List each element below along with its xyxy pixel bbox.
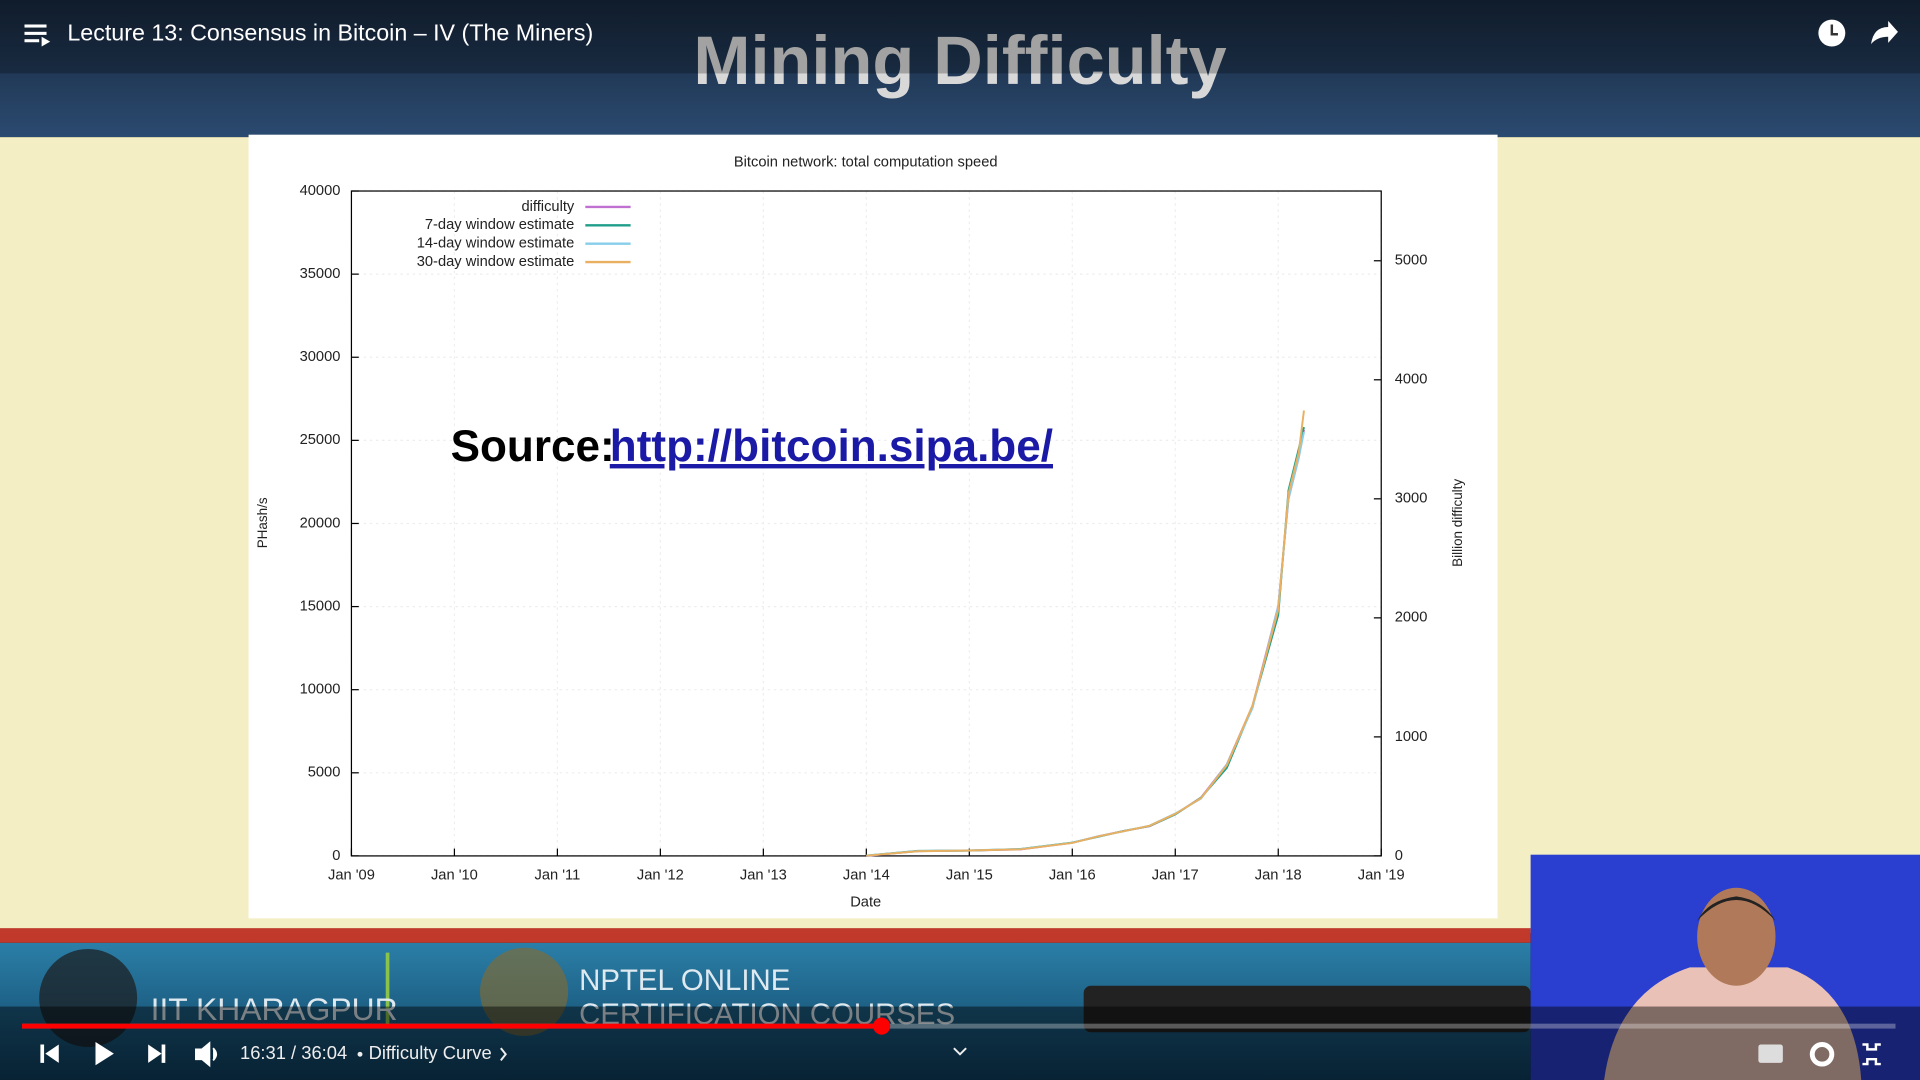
watch-later-icon[interactable]	[1818, 19, 1846, 47]
x-tick-label: Jan '19	[1358, 867, 1405, 883]
next-button[interactable]	[148, 1044, 166, 1063]
y2-tick-label: 0	[1395, 848, 1403, 864]
y-tick-label: 35000	[300, 266, 341, 282]
y2-tick-label: 4000	[1395, 372, 1428, 388]
y-tick-label: 30000	[300, 349, 341, 365]
banner-divider	[385, 952, 390, 1027]
source-link[interactable]: http://bitcoin.sipa.be/	[610, 422, 1053, 471]
progress-track[interactable]	[22, 1023, 1896, 1029]
x-tick-label: Jan '17	[1152, 867, 1199, 883]
nptel-logo	[480, 947, 569, 1036]
progress-played	[22, 1023, 882, 1029]
y-tick-label: 0	[332, 848, 340, 864]
captions-button[interactable]	[1758, 1044, 1783, 1063]
legend-label: 7-day window estimate	[425, 217, 574, 233]
banner-stripe	[0, 928, 1531, 943]
x-tick-label: Jan '11	[534, 867, 580, 883]
playlist-icon[interactable]	[24, 24, 51, 47]
legend-label: difficulty	[521, 199, 574, 215]
institute-name: IIT KHARAGPUR	[151, 991, 398, 1027]
pen-toolbar	[1083, 985, 1531, 1033]
time-display: 16:31 / 36:04	[240, 1042, 347, 1063]
y2-tick-label: 3000	[1395, 491, 1428, 507]
previous-button[interactable]	[40, 1044, 59, 1063]
presenter-hair	[1697, 896, 1776, 921]
chart-panel	[248, 134, 1498, 919]
x-axis-label: Date	[850, 894, 881, 910]
chapter-title[interactable]: Difficulty Curve	[369, 1042, 492, 1063]
y-tick-label: 15000	[300, 598, 341, 614]
y-tick-label: 40000	[300, 183, 341, 199]
series-line	[866, 410, 1305, 857]
progress-scrubber[interactable]	[873, 1017, 891, 1035]
x-tick-label: Jan '09	[328, 867, 375, 883]
slide-header	[0, 0, 1920, 138]
presenter-body	[1604, 967, 1862, 1080]
y-tick-label: 5000	[308, 765, 341, 781]
chapter-separator	[357, 1051, 363, 1057]
x-tick-label: Jan '12	[637, 867, 684, 883]
y-tick-label: 20000	[300, 515, 341, 531]
presenter-head	[1697, 887, 1776, 986]
bottom-overlay	[0, 1006, 1920, 1080]
y2-tick-label: 1000	[1395, 729, 1428, 745]
legend-label: 30-day window estimate	[417, 254, 575, 270]
nptel-line1: NPTEL ONLINE	[579, 964, 790, 997]
x-tick-label: Jan '16	[1049, 867, 1096, 883]
video-title[interactable]: Lecture 13: Consensus in Bitcoin – IV (T…	[67, 19, 593, 45]
chart: Bitcoin network: total computation speed…	[255, 155, 1465, 911]
y2-tick-label: 5000	[1395, 253, 1428, 269]
y-tick-label: 25000	[300, 432, 341, 448]
chart-title: Bitcoin network: total computation speed	[734, 155, 998, 171]
y-tick-label: 10000	[300, 682, 341, 698]
chapter-chevron	[500, 1047, 507, 1062]
x-tick-label: Jan '14	[843, 867, 890, 883]
iit-logo	[39, 948, 138, 1047]
y-axis-label: PHash/s	[255, 497, 270, 548]
y2-tick-label: 2000	[1395, 610, 1428, 626]
expand-chevron[interactable]	[953, 1047, 967, 1056]
top-overlay	[0, 0, 1920, 74]
x-tick-label: Jan '15	[946, 867, 993, 883]
x-tick-label: Jan '18	[1255, 867, 1302, 883]
source-label: Source:	[451, 422, 615, 471]
share-icon[interactable]	[1871, 20, 1898, 45]
volume-button[interactable]	[195, 1041, 218, 1068]
slide-title: Mining Difficulty	[693, 22, 1226, 99]
x-tick-label: Jan '13	[740, 867, 787, 883]
fullscreen-exit-button[interactable]	[1862, 1043, 1881, 1066]
play-button[interactable]	[95, 1042, 114, 1066]
legend-label: 14-day window estimate	[417, 236, 575, 252]
x-tick-label: Jan '10	[431, 867, 478, 883]
y2-axis-label: Billion difficulty	[1450, 479, 1465, 567]
settings-button[interactable]	[1809, 1042, 1835, 1067]
